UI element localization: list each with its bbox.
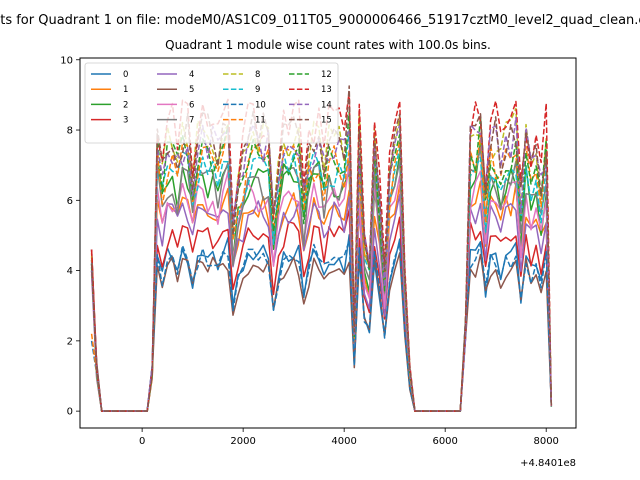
series-line-0 xyxy=(90,234,553,412)
chart-title: Quadrant 1 module wise count rates with … xyxy=(165,38,491,52)
legend-label-11: 11 xyxy=(255,116,266,126)
legend-label-10: 10 xyxy=(255,100,266,110)
legend-label-13: 13 xyxy=(321,85,332,95)
legend-label-7: 7 xyxy=(189,116,194,126)
x-tick-label: 2000 xyxy=(230,436,255,447)
y-tick-label: 10 xyxy=(60,55,73,66)
x-tick-label: 6000 xyxy=(432,436,457,447)
y-tick-label: 2 xyxy=(67,336,73,347)
series-line-14 xyxy=(90,116,553,412)
y-tick-label: 4 xyxy=(67,266,73,277)
series-line-15 xyxy=(90,85,553,412)
x-tick-label: 4000 xyxy=(331,436,356,447)
series-line-10 xyxy=(90,239,553,412)
legend-label-9: 9 xyxy=(255,85,260,95)
legend-label-3: 3 xyxy=(123,116,128,126)
legend-label-5: 5 xyxy=(189,85,194,95)
plot-frame xyxy=(79,57,577,429)
legend-label-6: 6 xyxy=(189,100,194,110)
series-line-3 xyxy=(90,209,553,412)
legend-label-14: 14 xyxy=(321,100,332,110)
series-line-6 xyxy=(90,163,553,412)
legend-label-4: 4 xyxy=(189,70,194,80)
y-tick-label: 6 xyxy=(67,196,73,207)
y-tick-label: 0 xyxy=(67,407,73,418)
suptitle: Plots for Quadrant 1 on file: modeM0/AS1… xyxy=(0,13,640,28)
y-tick-label: 8 xyxy=(67,126,73,137)
legend-label-12: 12 xyxy=(321,70,332,80)
legend-label-1: 1 xyxy=(123,85,128,95)
x-tick-label: 0 xyxy=(139,436,145,447)
legend-label-2: 2 xyxy=(123,100,128,110)
x-tick-label: 8000 xyxy=(533,436,558,447)
series-line-5 xyxy=(90,252,553,412)
legend-label-0: 0 xyxy=(123,70,128,80)
x-offset-label: +4.8401e8 xyxy=(520,458,576,469)
legend-box xyxy=(84,62,339,144)
legend-label-8: 8 xyxy=(255,70,260,80)
legend-label-15: 15 xyxy=(321,116,332,126)
